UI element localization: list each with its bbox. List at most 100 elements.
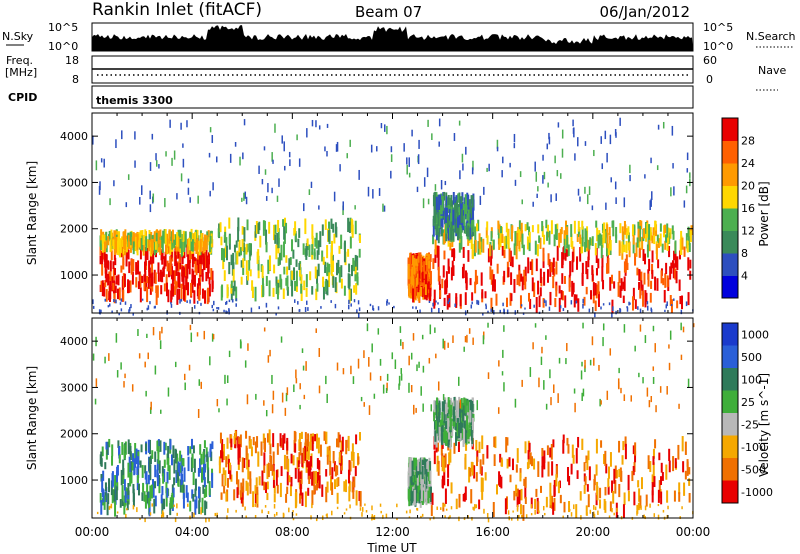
data-cell: [433, 204, 436, 218]
data-cell: [371, 514, 374, 518]
data-cell: [548, 306, 551, 311]
data-cell: [435, 353, 437, 359]
data-cell: [347, 304, 350, 307]
data-cell: [398, 375, 401, 386]
data-cell: [458, 215, 461, 231]
data-cell: [449, 227, 452, 239]
data-cell: [438, 307, 440, 313]
data-cell: [505, 297, 508, 308]
data-cell: [187, 282, 190, 296]
data-cell: [149, 162, 152, 171]
data-cell: [416, 186, 419, 193]
data-cell: [452, 406, 455, 422]
data-cell: [123, 234, 126, 251]
data-cell: [128, 309, 130, 314]
data-cell: [487, 322, 489, 328]
data-cell: [269, 349, 271, 357]
data-cell: [559, 494, 562, 504]
data-cell: [183, 467, 186, 482]
data-cell: [290, 476, 293, 487]
data-cell: [619, 117, 621, 126]
data-cell: [437, 266, 440, 282]
data-cell: [382, 514, 384, 519]
data-cell: [211, 135, 214, 143]
data-cell: [282, 219, 285, 227]
data-cell: [618, 367, 620, 374]
data-cell: [92, 299, 94, 305]
data-cell: [623, 276, 626, 292]
data-cell: [338, 434, 341, 443]
data-cell: [435, 214, 438, 230]
data-cell: [592, 294, 595, 304]
data-cell: [277, 257, 280, 266]
data-cell: [485, 305, 487, 310]
data-cell: [307, 307, 309, 311]
data-cell: [159, 340, 162, 350]
data-cell: [167, 263, 170, 278]
data-cell: [537, 501, 540, 512]
data-cell: [646, 305, 649, 311]
data-cell: [482, 453, 485, 465]
data-cell: [482, 335, 485, 345]
data-cell: [170, 302, 172, 305]
time-tick-label: 12:00: [375, 525, 410, 539]
data-cell: [354, 205, 356, 210]
data-cell: [518, 489, 521, 505]
data-cell: [615, 234, 618, 243]
data-cell: [193, 290, 196, 304]
data-cell: [643, 253, 646, 265]
data-cell: [295, 259, 298, 267]
data-cell: [141, 298, 144, 301]
data-cell: [479, 195, 482, 205]
data-cell: [367, 186, 370, 197]
data-cell: [581, 262, 584, 275]
data-cell: [171, 277, 174, 287]
data-cell: [576, 233, 579, 242]
data-cell: [197, 195, 199, 204]
data-cell: [414, 457, 417, 467]
data-cell: [617, 281, 620, 297]
data-cell: [486, 167, 488, 172]
data-cell: [208, 283, 211, 297]
data-cell: [246, 219, 249, 231]
data-cell: [199, 264, 202, 275]
data-cell: [599, 398, 601, 407]
data-cell: [160, 494, 163, 504]
data-cell: [490, 231, 493, 242]
data-cell: [282, 241, 285, 258]
data-cell: [666, 301, 668, 307]
data-cell: [298, 262, 301, 271]
data-cell: [581, 226, 584, 239]
data-cell: [390, 154, 393, 162]
data-cell: [636, 511, 638, 516]
data-cell: [441, 475, 444, 489]
data-cell: [458, 376, 460, 386]
data-cell: [562, 434, 565, 444]
data-cell: [406, 164, 408, 175]
data-cell: [577, 228, 580, 237]
data-cell: [373, 393, 376, 399]
colorbar-tick-label: 4: [741, 270, 748, 283]
data-cell: [217, 307, 220, 310]
data-cell: [348, 460, 351, 476]
y-tick-label: 4000: [60, 335, 88, 348]
data-cell: [333, 233, 336, 244]
data-cell: [185, 485, 188, 498]
data-cell: [444, 515, 446, 518]
data-cell: [445, 196, 448, 206]
data-cell: [413, 404, 415, 415]
data-cell: [465, 227, 468, 237]
data-cell: [508, 457, 511, 467]
data-cell: [616, 507, 618, 513]
data-cell: [472, 160, 474, 171]
data-cell: [449, 242, 452, 251]
data-cell: [492, 274, 495, 283]
data-cell: [567, 444, 570, 454]
data-cell: [572, 282, 575, 293]
data-cell: [543, 380, 545, 390]
data-cell: [445, 227, 448, 242]
colorbar-tick-label: 16: [741, 202, 755, 215]
data-cell: [239, 434, 242, 448]
data-cell: [571, 444, 574, 458]
data-cell: [210, 268, 213, 280]
